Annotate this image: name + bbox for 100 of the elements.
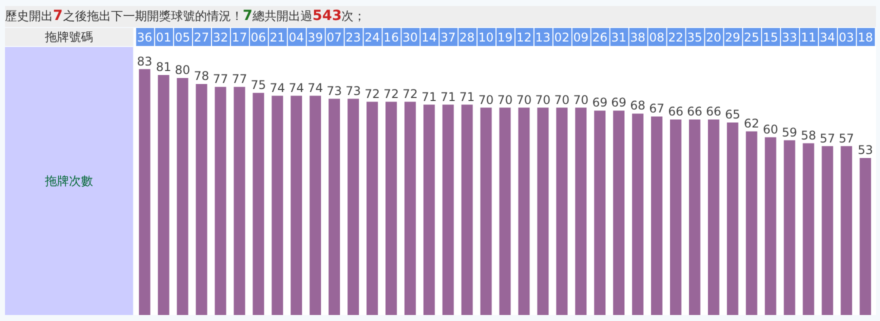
- bar: [386, 102, 397, 315]
- data-label: 73: [346, 84, 361, 98]
- data-label: 74: [288, 80, 304, 95]
- x-tick-label: 34: [820, 30, 836, 44]
- bar: [764, 137, 776, 315]
- bar: [556, 108, 568, 315]
- x-tick-label: 18: [858, 30, 874, 44]
- bar: [290, 96, 302, 315]
- x-tick-label: 24: [364, 30, 380, 44]
- bar: [594, 110, 606, 315]
- data-label: 77: [232, 72, 248, 86]
- bar: [613, 110, 624, 315]
- bar: [328, 98, 340, 315]
- data-label: 71: [459, 90, 475, 104]
- x-tick-label: 38: [630, 30, 646, 44]
- bar: [575, 108, 587, 315]
- bar: [480, 108, 492, 315]
- x-tick-label: 04: [288, 30, 304, 44]
- x-tick-label: 26: [592, 30, 608, 44]
- x-tick-label: 03: [838, 30, 854, 44]
- data-label: 75: [250, 78, 266, 92]
- bar: [726, 122, 738, 315]
- data-label: 66: [668, 104, 684, 119]
- data-label: 83: [136, 54, 152, 68]
- x-tick-label: 35: [687, 30, 702, 44]
- bar: [158, 75, 170, 315]
- x-tick-label: 36: [136, 30, 152, 44]
- x-tick-label: 10: [478, 30, 494, 44]
- x-tick-label: 20: [706, 30, 722, 44]
- x-tick-label: 08: [649, 30, 664, 44]
- bar: [499, 108, 511, 315]
- data-label: 72: [384, 86, 399, 101]
- x-tick-label: 39: [308, 30, 323, 44]
- bar: [708, 119, 720, 315]
- x-tick-label: 06: [250, 30, 266, 44]
- bar: [784, 140, 796, 315]
- bar: [688, 119, 700, 315]
- bar: [840, 146, 852, 315]
- data-label: 78: [194, 69, 210, 84]
- data-label: 60: [762, 122, 778, 136]
- x-tick-label: 12: [516, 30, 532, 44]
- data-label: 65: [724, 108, 740, 122]
- bar: [802, 143, 814, 315]
- data-label: 68: [630, 98, 646, 113]
- bar: [214, 86, 226, 315]
- x-tick-label: 17: [232, 30, 248, 44]
- x-tick-label: 16: [384, 30, 399, 44]
- x-tick-label: 29: [724, 30, 740, 44]
- bar: [461, 104, 473, 315]
- data-label: 70: [478, 92, 494, 107]
- bar: [860, 158, 872, 315]
- data-label: 70: [516, 92, 532, 107]
- data-label: 69: [611, 96, 626, 110]
- chart-title: 歷史開出7之後拖出下一期開獎球號的情況！7總共開出過543次；: [5, 6, 876, 27]
- bar: [234, 86, 246, 315]
- data-label: 74: [308, 80, 323, 95]
- data-label: 73: [326, 84, 342, 98]
- data-label: 59: [782, 125, 798, 140]
- x-tick-label: 33: [782, 30, 798, 44]
- bar: [310, 96, 322, 315]
- bar: [670, 119, 682, 315]
- data-label: 74: [270, 80, 286, 95]
- x-tick-label: 32: [212, 30, 228, 44]
- data-label: 69: [592, 96, 608, 110]
- bar: [196, 84, 208, 315]
- data-label: 70: [554, 92, 570, 107]
- bar: [176, 78, 188, 315]
- bar: [138, 69, 150, 315]
- data-label: 62: [744, 116, 760, 130]
- bar: [442, 104, 454, 315]
- data-label: 57: [838, 131, 854, 146]
- x-tick-label: 14: [421, 30, 437, 44]
- bar: [423, 104, 435, 315]
- x-tick-label: 15: [762, 30, 778, 44]
- data-label: 58: [800, 128, 816, 142]
- x-axis-title: 拖牌號碼: [5, 28, 133, 46]
- x-tick-label: 13: [535, 30, 551, 44]
- data-label: 57: [820, 131, 836, 146]
- data-label: 70: [573, 92, 589, 107]
- data-label: 71: [421, 90, 437, 104]
- x-tick-label: 25: [744, 30, 760, 44]
- data-label: 70: [535, 92, 551, 107]
- data-label: 81: [156, 60, 172, 74]
- x-tick-label: 09: [573, 30, 589, 44]
- x-tick-label: 21: [270, 30, 286, 44]
- x-tick-label: 27: [194, 30, 210, 44]
- x-tick-label: 07: [326, 30, 342, 44]
- data-label: 53: [858, 143, 874, 158]
- bar: [632, 114, 644, 315]
- bar: [366, 102, 378, 315]
- x-tick-label: 31: [611, 30, 626, 44]
- data-label: 71: [440, 90, 456, 104]
- data-label: 70: [497, 92, 513, 107]
- x-tick-label: 19: [497, 30, 513, 44]
- data-label: 77: [212, 72, 228, 86]
- x-tick-label: 05: [174, 30, 190, 44]
- bar: [822, 146, 834, 315]
- data-label: 80: [174, 63, 190, 78]
- data-label: 67: [649, 102, 664, 116]
- data-label: 72: [402, 86, 418, 101]
